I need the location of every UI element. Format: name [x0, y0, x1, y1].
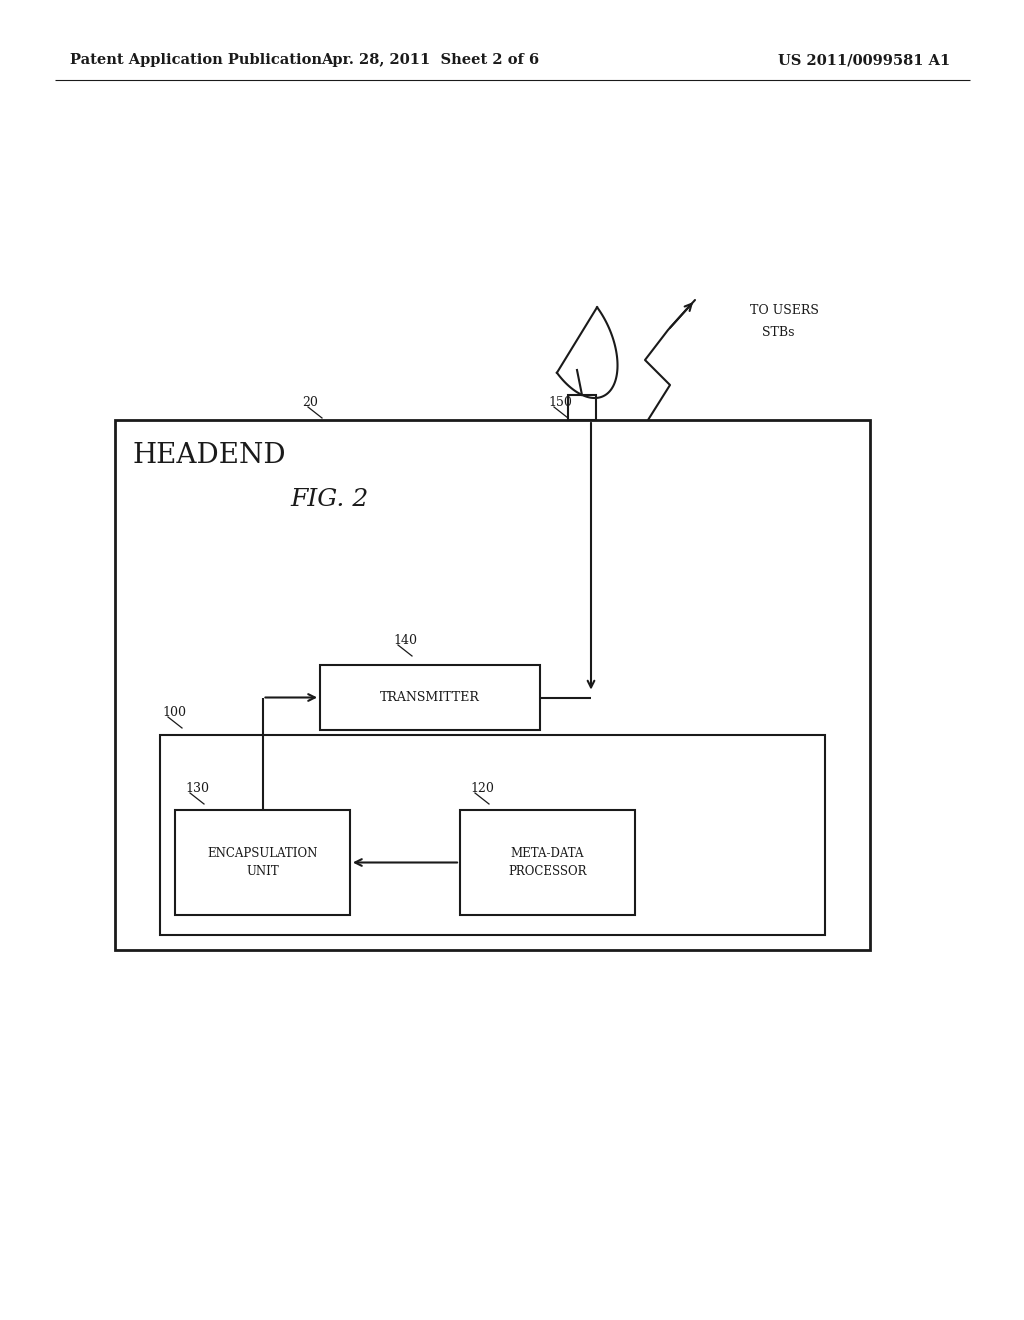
Text: 120: 120 [470, 781, 494, 795]
Text: 20: 20 [302, 396, 317, 408]
Text: TO USERS: TO USERS [750, 304, 819, 317]
Text: ENCAPSULATION
UNIT: ENCAPSULATION UNIT [207, 847, 317, 878]
Text: STBs: STBs [762, 326, 795, 338]
Text: FIG. 2: FIG. 2 [291, 488, 369, 511]
Bar [568, 395, 596, 420]
Bar [460, 810, 635, 915]
Text: 150: 150 [548, 396, 571, 408]
Text: HEADEND: HEADEND [133, 442, 287, 469]
Bar [115, 420, 870, 950]
Text: TRANSMITTER: TRANSMITTER [380, 690, 480, 704]
Text: 130: 130 [185, 781, 209, 795]
Text: Patent Application Publication: Patent Application Publication [70, 53, 322, 67]
Bar [319, 665, 540, 730]
Text: US 2011/0099581 A1: US 2011/0099581 A1 [778, 53, 950, 67]
Text: META-DATA
PROCESSOR: META-DATA PROCESSOR [508, 847, 587, 878]
Text: 140: 140 [393, 634, 417, 647]
Text: 100: 100 [162, 705, 186, 718]
Bar [160, 735, 825, 935]
Bar [175, 810, 350, 915]
Text: Apr. 28, 2011  Sheet 2 of 6: Apr. 28, 2011 Sheet 2 of 6 [321, 53, 539, 67]
